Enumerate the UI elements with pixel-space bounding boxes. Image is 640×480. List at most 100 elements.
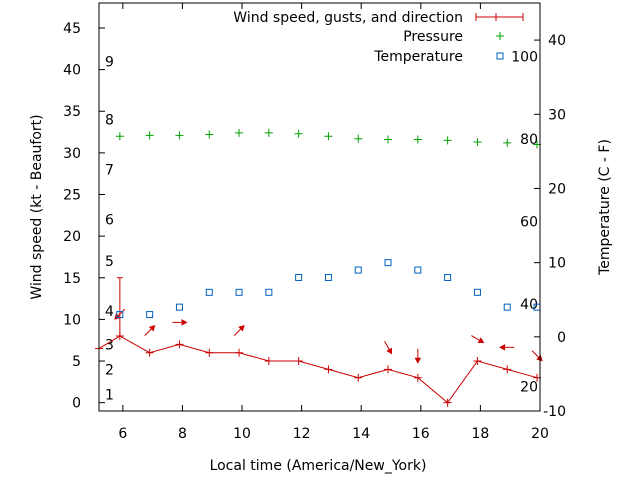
pressure-point: [384, 135, 393, 144]
wind-speed-point: [205, 348, 214, 357]
wind-direction-arrowhead: [181, 319, 188, 326]
legend-label-pressure: Pressure: [403, 29, 463, 45]
y-left-tick-label: 15: [63, 271, 81, 287]
temperature-point: [116, 311, 124, 319]
temperature-point: [324, 273, 332, 281]
wind-speed-point: [413, 373, 422, 382]
legend-swatch-temperature: [496, 52, 504, 60]
legend-swatch-wind: [475, 13, 524, 21]
x-tick-label: 10: [233, 426, 251, 442]
wind-speed-point: [354, 373, 363, 382]
beaufort-label: 1: [105, 387, 114, 403]
fahrenheit-label: 20: [520, 379, 538, 395]
wind-speed-point: [324, 365, 333, 374]
y-right-tick-label: 30: [548, 107, 566, 123]
fahrenheit-label: 80: [520, 132, 538, 148]
pressure-point: [235, 128, 244, 137]
temperature-point: [414, 266, 422, 274]
y-left-tick-label: 10: [63, 312, 81, 328]
beaufort-label: 8: [105, 113, 114, 129]
pressure-point: [503, 138, 512, 147]
temperature-point: [384, 259, 392, 267]
temperature-point: [235, 288, 243, 296]
wind-speed-line: [98, 335, 538, 404]
y-right-tick-label: -10: [543, 404, 566, 420]
beaufort-label: 2: [105, 362, 114, 378]
wind-direction-arrowhead: [238, 325, 245, 332]
beaufort-label: 3: [105, 337, 114, 353]
wind-speed-point: [443, 398, 452, 407]
wind-speed-point: [473, 357, 482, 366]
temperature-point: [503, 303, 511, 311]
wind-speed-point: [264, 357, 273, 366]
temperature-point: [295, 273, 303, 281]
temperature-point: [146, 311, 154, 319]
wind-speed-point: [235, 348, 244, 357]
legend-label-wind: Wind speed, gusts, and direction: [233, 10, 463, 26]
pressure-point: [473, 138, 482, 147]
fahrenheit-label: 100: [511, 50, 538, 66]
legend-swatch-pressure: [496, 32, 504, 40]
x-axis-label: Local time (America/New_York): [210, 458, 427, 474]
wind-gust-bar: [116, 277, 123, 337]
y-left-tick-label: 30: [63, 146, 81, 162]
temperature-point: [473, 288, 481, 296]
pressure-point: [175, 131, 184, 140]
y-right-tick-label: 20: [548, 181, 566, 197]
wind-direction-arrowhead: [386, 347, 393, 355]
x-tick-label: 6: [118, 426, 127, 442]
temperature-point: [265, 288, 273, 296]
y-left-tick-label: 0: [72, 396, 81, 412]
plot-area: 6 8 10 12 14 16 18 20051015202530354045-1001020…: [63, 3, 566, 442]
x-tick-label: 20: [531, 426, 549, 442]
pressure-point: [264, 128, 273, 137]
wind-speed-point: [503, 365, 512, 374]
pressure-point: [443, 136, 452, 145]
pressure-point: [354, 134, 363, 143]
y-left-tick-label: 45: [63, 21, 81, 37]
pressure-point: [294, 129, 303, 138]
wind-speed-point: [294, 357, 303, 366]
beaufort-label: 5: [105, 254, 114, 270]
x-tick-label: 12: [293, 426, 311, 442]
pressure-point: [324, 132, 333, 141]
y-left-tick-label: 5: [72, 354, 81, 370]
legend: Wind speed, gusts, and direction Pressur…: [233, 10, 524, 65]
y-axis-left-label: Wind speed (kt - Beaufort): [29, 114, 45, 299]
x-tick-label: 16: [412, 426, 430, 442]
temperature-point: [444, 273, 452, 281]
y-left-tick-label: 40: [63, 63, 81, 79]
fahrenheit-label: 60: [520, 214, 538, 230]
wind-speed-point: [145, 348, 154, 357]
wind-direction-arrowhead: [499, 344, 506, 351]
pressure-point: [205, 130, 214, 139]
x-tick-label: 14: [352, 426, 370, 442]
y-left-tick-label: 20: [63, 229, 81, 245]
pressure-point: [413, 135, 422, 144]
pressure-point: [115, 132, 124, 141]
y-right-tick-label: 40: [548, 33, 566, 49]
temperature-point: [354, 266, 362, 274]
pressure-point: [145, 131, 154, 140]
beaufort-label: 4: [105, 304, 114, 320]
beaufort-label: 9: [105, 54, 114, 70]
beaufort-label: 6: [105, 212, 114, 228]
y-left-tick-label: 25: [63, 188, 81, 204]
wind-direction-arrowhead: [148, 325, 156, 332]
y-left-tick-label: 35: [63, 104, 81, 120]
wind-direction-arrowhead: [477, 337, 485, 344]
x-tick-label: 18: [471, 426, 489, 442]
y-right-tick-label: 10: [548, 256, 566, 272]
plot-frame: [98, 2, 541, 412]
wind-speed-point: [175, 340, 184, 349]
wind-direction-arrowhead: [414, 357, 422, 364]
legend-label-temperature: Temperature: [373, 49, 463, 65]
x-tick-label: 8: [178, 426, 187, 442]
beaufort-label: 7: [105, 163, 114, 179]
temperature-point: [175, 303, 183, 311]
temperature-point: [205, 288, 213, 296]
wind-speed-point: [384, 365, 393, 374]
y-right-tick-label: 0: [557, 330, 566, 346]
y-axis-right-label: Temperature (C - F): [597, 139, 613, 276]
